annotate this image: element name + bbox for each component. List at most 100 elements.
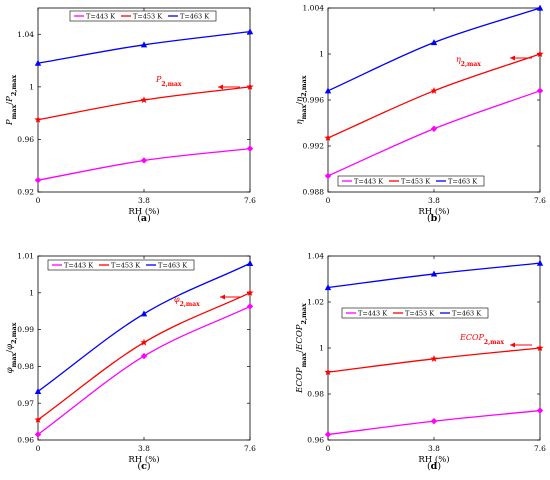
y-tick-label: 0.996 xyxy=(303,96,325,105)
panel-caption: (b) xyxy=(427,213,441,224)
panel-caption: (c) xyxy=(137,461,150,472)
data-point xyxy=(34,431,42,438)
annotation-arrowhead xyxy=(218,84,223,90)
series-line-1 xyxy=(327,90,541,177)
x-axis-label: RH (%) xyxy=(128,454,159,465)
y-axis-label: Pmax/P2,max xyxy=(5,75,18,126)
series-line-2 xyxy=(327,53,541,139)
annotation-arrowhead xyxy=(510,342,515,348)
annotation-label: φ2,max xyxy=(174,295,200,308)
y-axis-label: φmax/φ2,max xyxy=(5,322,18,373)
plot-frame xyxy=(37,255,251,441)
panel-caption: (d) xyxy=(427,461,441,472)
y-tick-label: 1.01 xyxy=(17,252,34,261)
annotation-label: P2,max xyxy=(155,75,182,88)
series-line-2 xyxy=(37,86,251,121)
x-tick-label: 7.6 xyxy=(244,444,256,453)
y-tick-label: 0.98 xyxy=(307,390,324,399)
data-point xyxy=(536,407,544,414)
y-tick-label: 0.99 xyxy=(17,325,34,334)
y-tick-label: 1 xyxy=(29,288,34,297)
data-point xyxy=(430,270,438,277)
legend-label: T=463 K xyxy=(448,177,477,185)
series-line-1 xyxy=(37,305,251,436)
data-point xyxy=(140,157,148,164)
x-tick-label: 3.8 xyxy=(428,444,440,453)
data-point xyxy=(324,431,332,438)
x-axis-label: RH (%) xyxy=(418,206,449,217)
panel-caption: (a) xyxy=(137,213,151,224)
x-tick-label: 0 xyxy=(36,196,41,205)
data-point xyxy=(246,145,254,152)
data-point xyxy=(324,172,332,180)
data-point xyxy=(246,28,254,35)
legend-label: T=443 K xyxy=(86,12,115,20)
legend-label: T=443 K xyxy=(358,309,387,317)
legend-label: T=443 K xyxy=(64,261,93,269)
y-tick-label: 0.96 xyxy=(307,436,324,445)
legend-label: T=453 K xyxy=(401,177,430,185)
data-point xyxy=(34,115,42,123)
legend: T=443 K T=453 K T=463 K xyxy=(69,10,217,22)
series-line-3 xyxy=(37,262,251,392)
y-tick-label: 0.97 xyxy=(17,399,34,408)
y-axis-label: ηmax/η2,max xyxy=(295,75,308,124)
legend-box xyxy=(69,10,217,22)
legend: T=443 K T=453 K T=463 K xyxy=(341,307,489,319)
x-axis-label: RH (%) xyxy=(418,454,449,465)
data-point xyxy=(430,39,438,46)
y-tick-label: 0.988 xyxy=(303,188,325,197)
x-tick-label: 0 xyxy=(326,196,331,205)
legend-label: T=453 K xyxy=(111,261,140,269)
data-point xyxy=(536,344,544,352)
data-point xyxy=(536,4,544,11)
y-tick-label: 0.92 xyxy=(17,188,34,197)
x-tick-label: 0 xyxy=(36,444,41,453)
data-point xyxy=(324,134,332,142)
chart-panel-2: 0.988 0.992 0.996 1 1.004 0 3.8 7.6 RH (%) ηmax/η… xyxy=(295,4,546,224)
data-point xyxy=(324,284,332,291)
data-point xyxy=(34,176,42,184)
data-point xyxy=(246,83,254,90)
x-tick-label: 7.6 xyxy=(534,444,546,453)
data-point xyxy=(430,355,438,362)
legend-box xyxy=(47,259,195,271)
data-point xyxy=(324,87,332,94)
y-tick-label: 0.992 xyxy=(303,142,325,151)
y-tick-label: 1.004 xyxy=(303,4,325,13)
plot-frame xyxy=(327,7,541,193)
legend-box xyxy=(341,307,489,319)
y-tick-label: 0.96 xyxy=(17,135,34,144)
series-line-1 xyxy=(37,147,251,181)
data-point xyxy=(34,388,42,395)
data-point xyxy=(536,259,544,266)
data-point xyxy=(536,50,544,58)
y-tick-label: 1.02 xyxy=(307,298,324,307)
y-tick-label: 1.04 xyxy=(17,30,34,39)
legend: T=443 K T=453 K T=463 K xyxy=(337,175,485,187)
x-tick-label: 3.8 xyxy=(138,196,150,205)
y-tick-label: 0.98 xyxy=(17,362,34,371)
y-tick-label: 1 xyxy=(29,82,34,91)
chart-panel-4: 0.96 0.98 1 1.02 1.04 0 3.8 7.6 RH (%) ECOPmax/EC… xyxy=(295,252,546,472)
y-tick-label: 0.96 xyxy=(17,436,34,445)
data-point xyxy=(34,415,42,423)
x-tick-label: 0 xyxy=(326,444,331,453)
legend-label: T=463 K xyxy=(158,261,187,269)
legend-label: T=463 K xyxy=(180,12,209,20)
legend: T=443 K T=453 K T=463 K xyxy=(47,259,195,271)
annotation-label: η2,max xyxy=(456,55,481,68)
chart-panel-1: 0.92 0.96 1 1.04 0 3.8 7.6 RH (%) Pmax/P2,max T=4… xyxy=(5,7,256,224)
y-tick-label: 1 xyxy=(319,344,324,353)
y-axis-label: ECOPmax/ECOP2,max xyxy=(295,303,308,394)
legend-label: T=453 K xyxy=(133,12,162,20)
legend-label: T=453 K xyxy=(405,309,434,317)
annotation-label: ECOP2,max xyxy=(459,333,504,346)
data-point xyxy=(536,87,544,94)
chart-panel-3: 0.96 0.97 0.98 0.99 1 1.01 0 3.8 7.6 RH (%) φmax/φ… xyxy=(5,252,256,472)
data-point xyxy=(140,96,148,104)
y-tick-label: 1.04 xyxy=(307,252,324,261)
x-tick-label: 7.6 xyxy=(244,196,256,205)
data-point xyxy=(246,259,254,266)
